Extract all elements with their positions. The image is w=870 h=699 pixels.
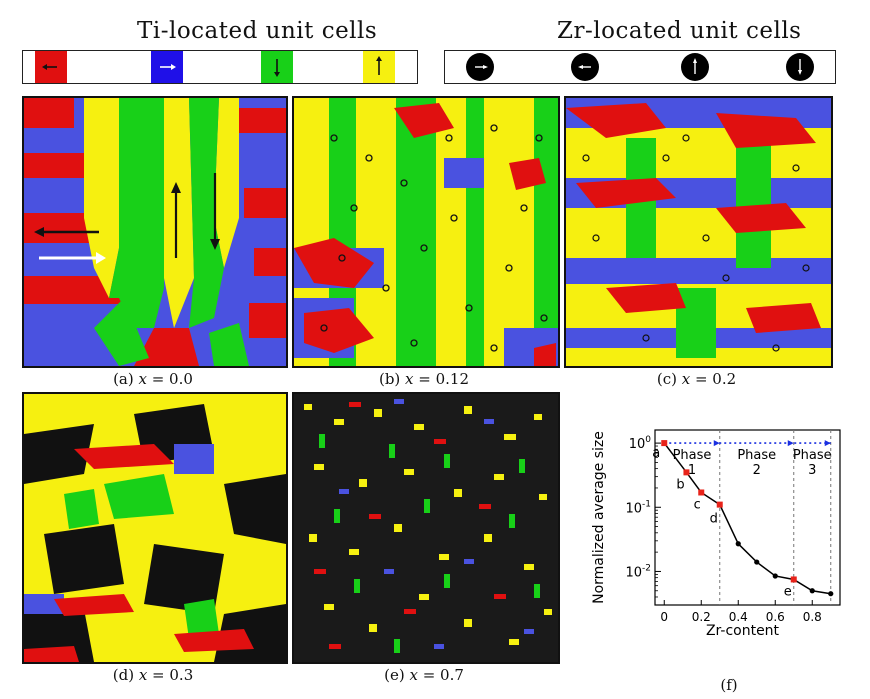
y-tick-label: 100 (629, 435, 652, 452)
panel-c-svg (566, 98, 831, 366)
phase-label: Phase (737, 448, 776, 463)
data-point (754, 559, 760, 565)
point-label: e (784, 584, 792, 599)
panel-b-domain-map (292, 96, 560, 368)
ti-arrow-icons (42, 56, 382, 77)
panel-e-speckle (304, 404, 552, 645)
caption-b: (b) x = 0.12 (378, 370, 470, 388)
phase-arrow-head (787, 440, 794, 447)
highlight-point (698, 489, 705, 496)
x-tick-label: 0.8 (803, 610, 822, 624)
highlight-point (790, 576, 797, 583)
panel-d-svg (24, 394, 286, 662)
data-point (735, 541, 741, 547)
phase-number: 2 (753, 463, 761, 478)
panel-c-zr-markers (582, 134, 810, 352)
x-tick-label: 0 (660, 610, 668, 624)
caption-f: (f) (720, 676, 738, 694)
phase-label: Phase (673, 448, 712, 463)
phase-label: Phase (793, 448, 832, 463)
data-point (772, 573, 778, 579)
point-label: a (652, 446, 660, 461)
panel-e-domain-map (292, 392, 560, 664)
highlight-point (661, 440, 668, 447)
zr-content-size-chart: 0 0.2 0.4 0.6 0.810010-110-2Phase1Phase2Phas… (591, 429, 841, 639)
data-point (809, 588, 815, 594)
x-axis-label: Zr-content (706, 623, 780, 639)
y-tick-label: 10-1 (625, 499, 651, 516)
data-point (828, 591, 834, 597)
ti-legend-title: Ti-located unit cells (137, 18, 378, 44)
zr-up-circle-icon (681, 53, 709, 81)
zr-legend-title: Zr-located unit cells (557, 18, 802, 44)
x-tick-label: 0.6 (766, 610, 785, 624)
phase-number: 3 (808, 463, 816, 478)
plot-frame (654, 429, 841, 606)
zr-circle-icons (466, 53, 814, 81)
caption-c: (c) x = 0.2 (656, 370, 737, 388)
zr-legend-bar (444, 50, 836, 84)
series-line (663, 442, 831, 595)
panel-c-domain-map (564, 96, 833, 368)
caption-a: (a) x = 0.0 (113, 370, 193, 388)
x-tick-label: 0.4 (729, 610, 748, 624)
panel-b-svg (294, 98, 558, 366)
zr-right-circle-icon (466, 53, 494, 81)
caption-e: (e) x = 0.7 (384, 666, 464, 684)
x-tick-label: 0.2 (692, 610, 711, 624)
highlight-point (716, 501, 723, 508)
highlight-point (683, 469, 690, 476)
point-label: b (676, 477, 684, 492)
panel-a-svg (24, 98, 286, 366)
phase-number: 1 (688, 463, 696, 478)
y-axis-label: Normalized average size (591, 431, 607, 604)
phase-arrow-head (824, 440, 831, 447)
phase-arrow-head (713, 440, 720, 447)
point-label: d (710, 512, 718, 527)
zr-left-circle-icon (571, 53, 599, 81)
panel-d-domain-map (22, 392, 288, 664)
caption-d: (d) x = 0.3 (112, 666, 194, 684)
zr-down-circle-icon (786, 53, 814, 81)
panel-a-domain-map (22, 96, 288, 368)
point-label: c (694, 497, 701, 512)
y-tick-label: 10-2 (625, 563, 651, 580)
panel-b-zr-markers (320, 124, 548, 352)
ti-legend-bar (22, 50, 418, 84)
panel-e-svg (294, 394, 558, 662)
